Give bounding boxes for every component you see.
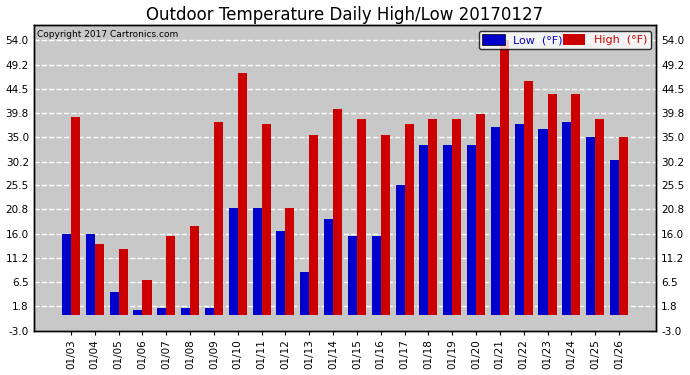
Bar (277, 231, 286, 315)
Bar (538, 129, 547, 315)
Bar (491, 127, 500, 315)
Bar (547, 94, 557, 315)
Bar (324, 219, 333, 315)
Bar (404, 124, 413, 315)
Bar (524, 81, 533, 315)
Bar (619, 137, 628, 315)
Bar (262, 124, 270, 315)
Bar (595, 119, 604, 315)
Bar (476, 114, 485, 315)
Bar (571, 94, 580, 315)
Bar (205, 308, 214, 315)
Bar (381, 135, 390, 315)
Bar (214, 122, 223, 315)
Bar (428, 119, 437, 315)
Bar (420, 145, 428, 315)
Bar (333, 109, 342, 315)
Bar (610, 160, 619, 315)
Bar (348, 236, 357, 315)
Legend: Low  (°F), High  (°F): Low (°F), High (°F) (479, 31, 651, 49)
Bar (467, 145, 476, 315)
Bar (95, 244, 104, 315)
Bar (562, 122, 571, 315)
Bar (357, 119, 366, 315)
Bar (372, 236, 381, 315)
Bar (143, 280, 152, 315)
Bar (71, 117, 80, 315)
Bar (286, 209, 295, 315)
Bar (181, 308, 190, 315)
Bar (515, 124, 524, 315)
Bar (119, 249, 128, 315)
Bar (238, 74, 247, 315)
Bar (190, 226, 199, 315)
Bar (166, 236, 175, 315)
Bar (300, 272, 309, 315)
Bar (86, 234, 95, 315)
Bar (452, 119, 461, 315)
Bar (253, 209, 262, 315)
Title: Outdoor Temperature Daily High/Low 20170127: Outdoor Temperature Daily High/Low 20170… (146, 6, 544, 24)
Bar (62, 234, 71, 315)
Bar (309, 135, 318, 315)
Bar (500, 40, 509, 315)
Bar (157, 308, 166, 315)
Text: Copyright 2017 Cartronics.com: Copyright 2017 Cartronics.com (37, 30, 178, 39)
Bar (229, 209, 238, 315)
Bar (133, 310, 143, 315)
Bar (395, 186, 404, 315)
Bar (443, 145, 452, 315)
Bar (110, 292, 119, 315)
Bar (586, 137, 595, 315)
